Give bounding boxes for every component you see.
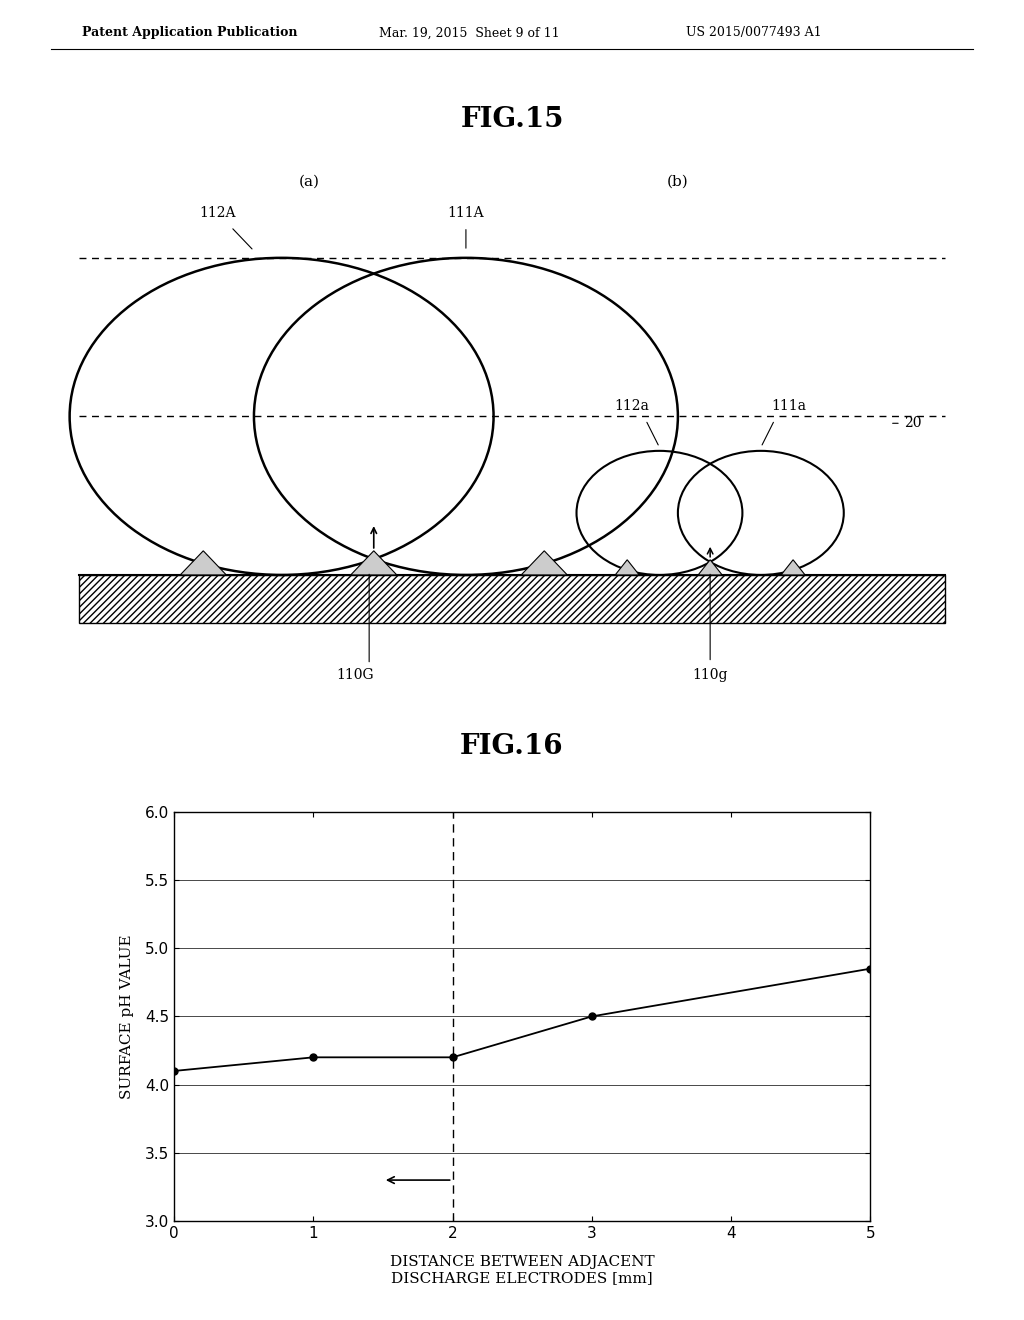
Y-axis label: SURFACE pH VALUE: SURFACE pH VALUE xyxy=(120,935,134,1098)
Text: 110g: 110g xyxy=(692,668,728,682)
Text: Patent Application Publication: Patent Application Publication xyxy=(82,26,297,40)
Text: 20: 20 xyxy=(904,416,922,430)
Text: 111a: 111a xyxy=(771,399,806,413)
Polygon shape xyxy=(615,560,639,576)
Polygon shape xyxy=(350,550,397,576)
Text: 112a: 112a xyxy=(614,399,649,413)
Polygon shape xyxy=(698,560,722,576)
Text: Mar. 19, 2015  Sheet 9 of 11: Mar. 19, 2015 Sheet 9 of 11 xyxy=(379,26,559,40)
Text: US 2015/0077493 A1: US 2015/0077493 A1 xyxy=(686,26,821,40)
Text: (b): (b) xyxy=(667,176,689,189)
Polygon shape xyxy=(180,550,226,576)
X-axis label: DISTANCE BETWEEN ADJACENT
DISCHARGE ELECTRODES [mm]: DISTANCE BETWEEN ADJACENT DISCHARGE ELEC… xyxy=(390,1255,654,1284)
Polygon shape xyxy=(521,550,567,576)
Text: (a): (a) xyxy=(299,176,319,189)
Polygon shape xyxy=(781,560,805,576)
Text: 112A: 112A xyxy=(199,206,236,220)
Text: 111A: 111A xyxy=(447,206,484,220)
Bar xyxy=(79,576,945,623)
Text: FIG.15: FIG.15 xyxy=(460,106,564,133)
Text: 110G: 110G xyxy=(337,668,374,682)
Text: FIG.16: FIG.16 xyxy=(460,733,564,759)
